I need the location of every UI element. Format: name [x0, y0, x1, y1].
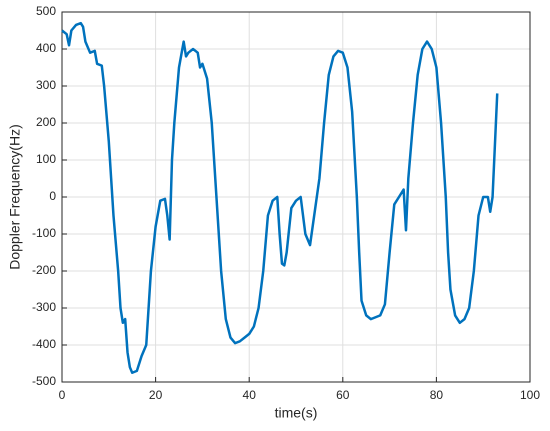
y-tick-label: 0 — [49, 189, 56, 203]
y-tick-label: -200 — [32, 263, 56, 277]
y-tick-label: 300 — [36, 78, 56, 92]
y-tick-label: -300 — [32, 300, 56, 314]
x-tick-label: 0 — [59, 388, 66, 402]
x-tick-label: 60 — [336, 388, 350, 402]
axes-box — [61, 11, 531, 383]
y-tick-label: -400 — [32, 337, 56, 351]
x-axis-label: time(s) — [275, 405, 318, 421]
y-tick-label: -500 — [32, 374, 56, 388]
y-tick-label: 400 — [36, 41, 56, 55]
y-tick-label: 100 — [36, 152, 56, 166]
x-tick-label: 80 — [430, 388, 444, 402]
y-axis-label: Doppler Frequency(Hz) — [7, 124, 23, 270]
data-line — [61, 21, 499, 374]
y-tick-label: -100 — [32, 226, 56, 240]
y-tick-label: 500 — [36, 4, 56, 18]
x-tick-label: 100 — [520, 388, 540, 402]
x-tick-label: 40 — [243, 388, 257, 402]
y-tick-label: 200 — [36, 115, 56, 129]
x-tick-label: 20 — [149, 388, 163, 402]
